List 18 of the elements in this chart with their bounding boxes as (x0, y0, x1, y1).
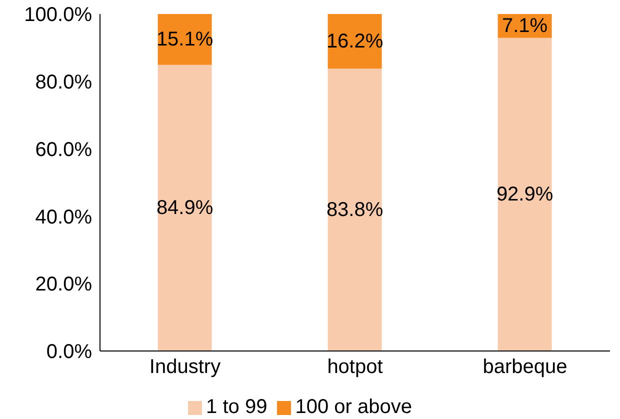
y-tick-label: 100.0% (24, 4, 92, 26)
y-tick-label: 20.0% (35, 274, 92, 296)
legend-label: 100 or above (295, 396, 412, 418)
data-label: 83.8% (326, 198, 384, 221)
x-tick-label: Industry (149, 356, 221, 378)
data-label: 84.9% (156, 196, 214, 219)
bar (328, 68, 382, 351)
bar (158, 64, 212, 351)
y-tick-label: 80.0% (35, 72, 92, 94)
y-tick-label: 60.0% (35, 138, 92, 161)
y-tick-label: 40.0% (35, 206, 92, 228)
bar (498, 38, 552, 351)
legend-label: 1 to 99 (206, 396, 268, 418)
data-label: 92.9% (496, 183, 554, 206)
x-tick-label: barbeque (482, 356, 568, 378)
data-label: 7.1% (502, 14, 548, 37)
x-tick-label: hotpot (327, 356, 384, 378)
y-tick-label: 0.0% (46, 341, 92, 364)
